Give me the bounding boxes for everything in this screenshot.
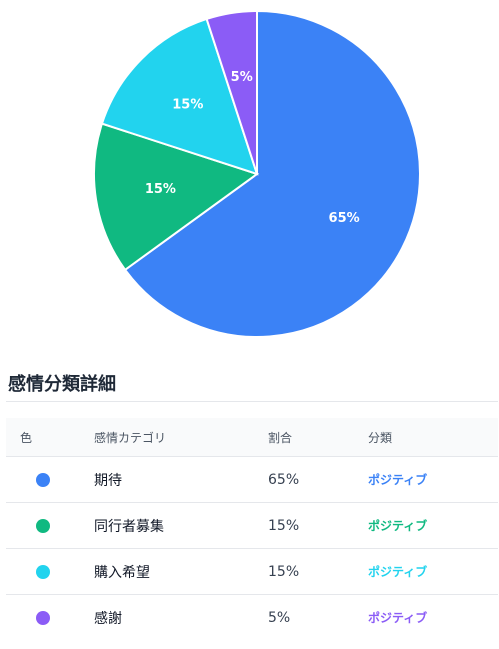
color-dot: [36, 564, 50, 579]
slice-label: 15%: [172, 97, 203, 112]
divider: [6, 401, 498, 402]
category-cell: 同行者募集: [94, 518, 164, 535]
table-row: 購入希望 15% ポジティブ: [6, 549, 498, 595]
table-header: 色 感情カテゴリ 割合 分類: [6, 418, 498, 457]
section-title: 感情分類詳細: [8, 374, 116, 395]
pie-slice: [93, 122, 260, 272]
classification-badge: ポジティブ: [368, 473, 428, 487]
table-row: 同行者募集 15% ポジティブ: [6, 503, 498, 549]
category-cell: 購入希望: [94, 564, 150, 581]
header-category: 感情カテゴリ: [94, 430, 167, 445]
color-dot: [36, 610, 50, 625]
classification-badge: ポジティブ: [368, 565, 428, 579]
color-dot: [36, 518, 50, 533]
slice-label: 5%: [231, 70, 253, 85]
table-row: 感謝 5% ポジティブ: [6, 595, 498, 640]
category-cell: 期待: [94, 472, 122, 489]
classification-badge: ポジティブ: [368, 519, 428, 533]
classification-badge: ポジティブ: [368, 611, 428, 625]
pie-slice: [205, 9, 258, 175]
ratio-cell: 5%: [268, 609, 291, 626]
pie-slice: [123, 9, 421, 338]
header-classification: 分類: [368, 430, 393, 445]
sentiment-pie-chart: 65% 15% 15% 5%: [93, 9, 421, 338]
table-row: 期待 65% ポジティブ: [6, 457, 498, 503]
color-dot: [36, 472, 50, 487]
ratio-cell: 15%: [268, 563, 300, 580]
category-cell: 感謝: [94, 610, 122, 627]
slice-label: 15%: [145, 182, 176, 197]
slice-label: 65%: [329, 211, 360, 226]
ratio-cell: 15%: [268, 517, 300, 534]
header-color: 色: [20, 430, 33, 445]
sentiment-table: 色 感情カテゴリ 割合 分類 期待 65% ポジティブ 同行者募集 15% ポジ…: [6, 418, 498, 640]
header-ratio: 割合: [268, 430, 293, 445]
ratio-cell: 65%: [268, 471, 300, 488]
